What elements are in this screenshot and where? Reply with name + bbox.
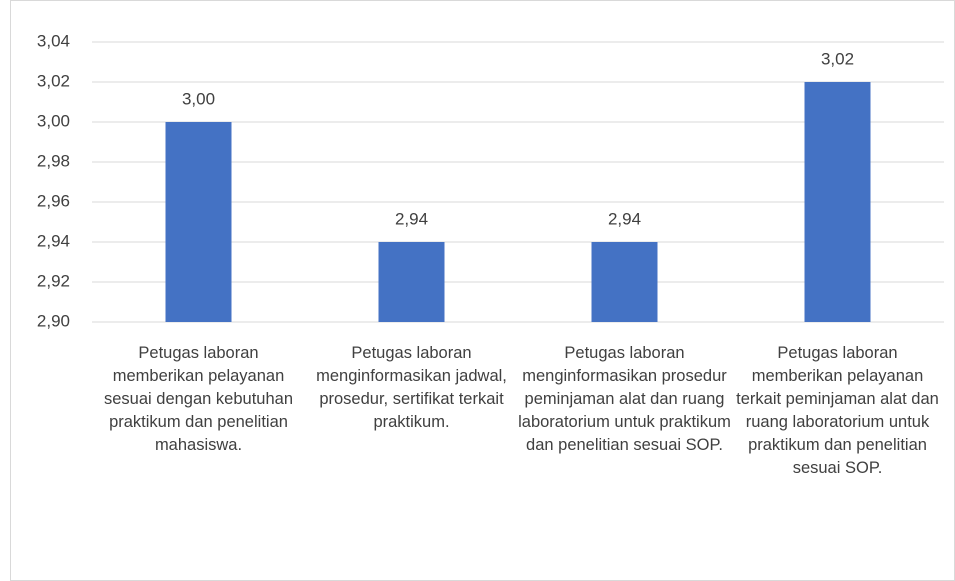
bar bbox=[591, 242, 658, 322]
y-tick-label: 2,90 bbox=[37, 311, 70, 330]
data-label: 3,00 bbox=[182, 89, 215, 108]
y-tick-label: 2,96 bbox=[37, 191, 70, 210]
y-tick-label: 3,04 bbox=[37, 31, 70, 50]
y-tick-label: 2,92 bbox=[37, 271, 70, 290]
bar bbox=[804, 82, 871, 322]
bar bbox=[378, 242, 445, 322]
y-tick-label: 3,02 bbox=[37, 71, 70, 90]
x-tick-label: Petugas laboran menginformasikan jadwal,… bbox=[316, 344, 507, 431]
bar bbox=[165, 122, 232, 322]
y-tick-label: 3,00 bbox=[37, 111, 70, 130]
data-label: 2,94 bbox=[395, 209, 428, 228]
data-label: 2,94 bbox=[608, 209, 641, 228]
y-tick-label: 2,94 bbox=[37, 231, 70, 250]
x-tick-label: Petugas laboran memberikan pelayanan ter… bbox=[736, 344, 939, 477]
x-tick-label: Petugas laboran menginformasikan prosedu… bbox=[518, 344, 731, 454]
y-tick-label: 2,98 bbox=[37, 151, 70, 170]
x-tick-label: Petugas laboran memberikan pelayanan ses… bbox=[104, 344, 293, 454]
data-label: 3,02 bbox=[821, 49, 854, 68]
